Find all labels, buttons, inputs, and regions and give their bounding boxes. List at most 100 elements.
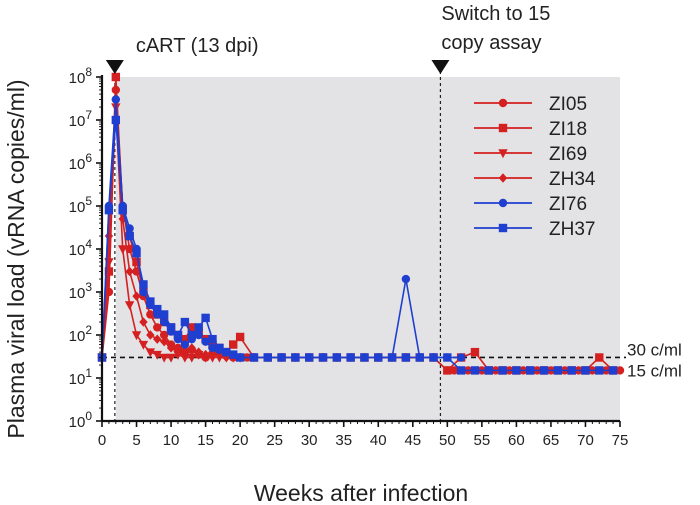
- data-point: [318, 353, 328, 362]
- data-point: [526, 366, 535, 375]
- data-point: [215, 349, 224, 360]
- data-point: [207, 353, 218, 363]
- legend-label: ZI18: [549, 119, 587, 140]
- data-point: [374, 353, 383, 362]
- data-point: [125, 231, 134, 241]
- data-point: [152, 350, 162, 360]
- legend-marker: [498, 198, 508, 208]
- data-point: [153, 334, 162, 344]
- x-tick-label: 65: [543, 432, 560, 449]
- data-point: [166, 343, 176, 353]
- data-point: [166, 323, 176, 332]
- legend-label: ZI05: [549, 94, 587, 115]
- data-point: [456, 353, 466, 362]
- y-tick-label: 100: [69, 409, 93, 431]
- data-point: [235, 332, 245, 342]
- data-point: [180, 334, 190, 344]
- legend-item-zi76: ZI76: [474, 194, 587, 215]
- data-point: [539, 366, 549, 375]
- data-point: [194, 323, 203, 332]
- y-tick-label: 103: [69, 280, 93, 302]
- axes: 0 5 10 15 20 25 30 35 40 45 50 55 60 65 70 75 100 101 102 1…: [3, 65, 628, 505]
- data-point: [187, 323, 196, 332]
- data-point: [145, 348, 156, 358]
- hline-30-label: 30 c/ml: [627, 340, 682, 359]
- data-point: [498, 366, 507, 375]
- data-point: [470, 366, 480, 375]
- data-point: [201, 313, 210, 323]
- data-point: [132, 291, 141, 301]
- legend-marker: [498, 123, 508, 133]
- data-point: [429, 353, 438, 362]
- data-point: [470, 347, 480, 357]
- data-point: [553, 366, 563, 375]
- x-tick-label: 45: [404, 432, 421, 449]
- data-point: [166, 353, 176, 363]
- x-tick-label: 70: [577, 432, 594, 449]
- data-point: [180, 317, 190, 327]
- y-tick-label: 107: [69, 108, 93, 130]
- data-point: [401, 353, 411, 362]
- x-tick-label: 60: [508, 432, 525, 449]
- y-tick-label: 102: [69, 323, 93, 345]
- cart-arrow-icon: [105, 60, 124, 74]
- series-zh37: [97, 115, 618, 375]
- legend-item-zi05: ZI05: [474, 94, 587, 115]
- data-point: [263, 353, 272, 362]
- data-point: [187, 343, 196, 353]
- x-tick-label: 75: [612, 432, 629, 449]
- data-point: [401, 274, 411, 284]
- switch-label-line2: copy assay: [441, 32, 541, 54]
- data-point: [615, 366, 625, 375]
- data-point: [360, 353, 369, 362]
- data-point: [215, 343, 224, 353]
- legend-marker: [498, 223, 508, 233]
- data-point: [595, 353, 604, 362]
- data-point: [201, 337, 210, 346]
- data-point: [443, 366, 452, 375]
- data-point: [153, 304, 162, 314]
- data-point: [222, 347, 231, 357]
- legend: ZI05 ZI18 ZI69 ZH34 ZI76 ZH37: [474, 94, 596, 240]
- x-tick-label: 10: [163, 432, 180, 449]
- data-point: [443, 353, 452, 362]
- data-point: [608, 366, 618, 375]
- data-point: [111, 115, 121, 125]
- legend-label: ZH34: [549, 169, 596, 190]
- data-point: [180, 340, 190, 349]
- data-point: [567, 366, 576, 375]
- data-point: [305, 353, 314, 362]
- switch-arrow-icon: [431, 60, 450, 74]
- data-point: [456, 366, 466, 375]
- x-tick-label: 30: [301, 432, 318, 449]
- data-point: [194, 347, 203, 357]
- data-point: [159, 353, 169, 363]
- legend-marker: [498, 98, 508, 108]
- data-point: [229, 340, 238, 349]
- data-point: [124, 301, 135, 311]
- data-point: [159, 310, 169, 319]
- data-point: [208, 343, 217, 353]
- legend-label: ZI76: [549, 194, 587, 215]
- y-tick-label: 106: [69, 151, 93, 173]
- data-point: [173, 330, 183, 340]
- data-point: [512, 366, 521, 375]
- switch-label-line1: Switch to 15: [441, 3, 550, 25]
- hline-15-label: 15 c/ml: [627, 361, 682, 380]
- data-point: [595, 366, 604, 375]
- legend-item-zi18: ZI18: [474, 119, 587, 140]
- x-tick-label: 50: [439, 432, 456, 449]
- data-point: [235, 353, 245, 362]
- data-point: [450, 366, 459, 375]
- data-point: [104, 231, 114, 241]
- art-shaded-region: [115, 77, 621, 421]
- x-tick-label: 40: [370, 432, 387, 449]
- y-tick-label: 105: [69, 194, 93, 216]
- data-point: [415, 353, 424, 362]
- legend-item-zh34: ZH34: [474, 169, 596, 190]
- cart-label: cART (13 dpi): [136, 35, 259, 57]
- data-point: [201, 349, 210, 360]
- x-tick-label: 5: [132, 432, 140, 449]
- data-point: [118, 245, 128, 255]
